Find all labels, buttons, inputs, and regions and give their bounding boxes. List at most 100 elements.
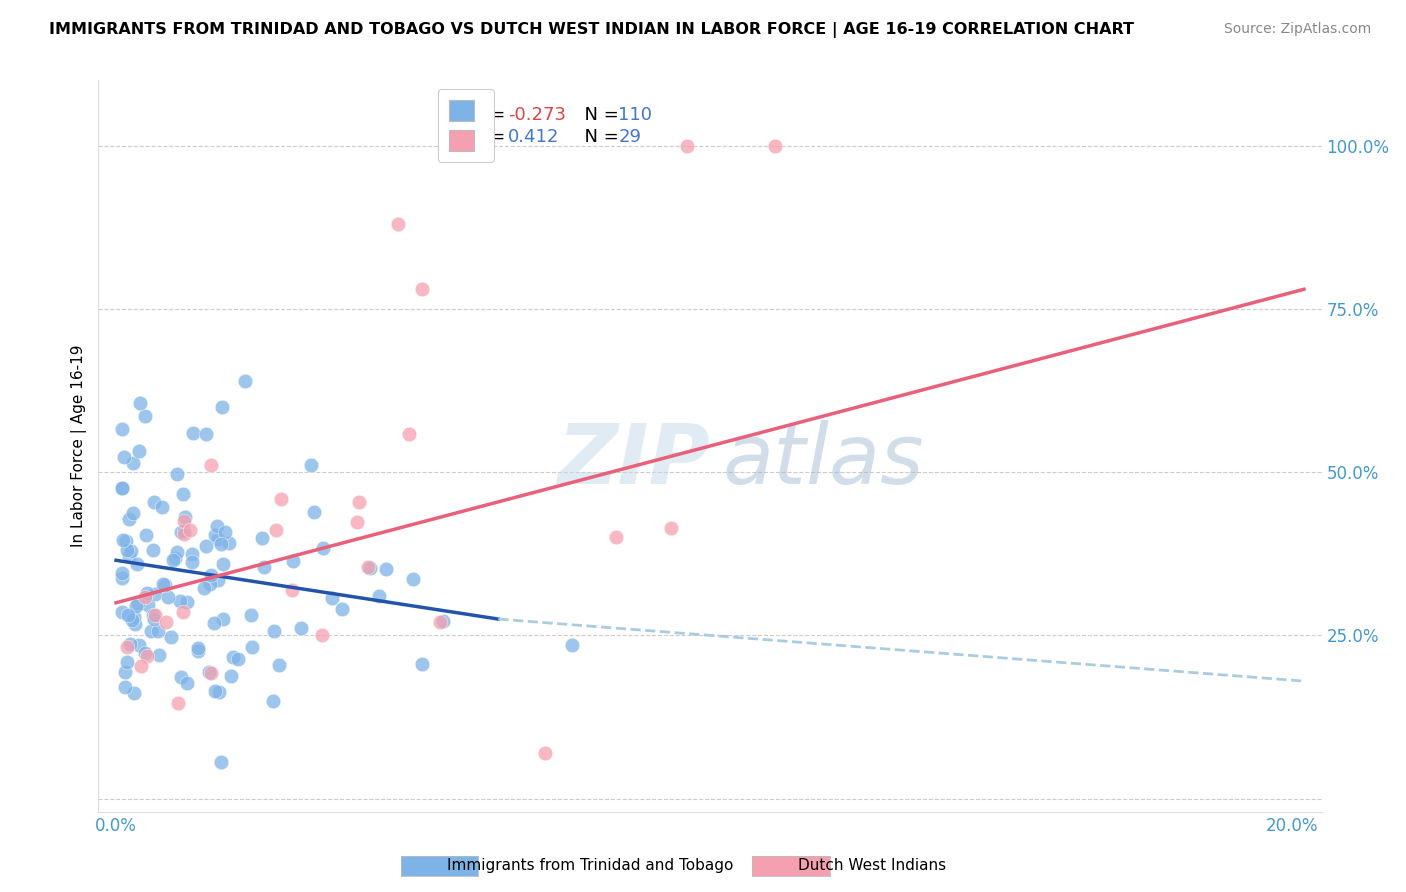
Y-axis label: In Labor Force | Age 16-19: In Labor Force | Age 16-19: [72, 344, 87, 548]
Point: [162, 553, 184, 567]
Text: 29: 29: [619, 128, 641, 145]
Point: [659, 521, 682, 535]
Point: [134, 647, 156, 661]
Point: [115, 640, 138, 655]
Point: [131, 658, 153, 673]
Point: [117, 608, 139, 623]
Point: [214, 525, 236, 540]
Text: 0.412: 0.412: [508, 128, 560, 145]
Text: N =: N =: [574, 106, 624, 124]
Point: [200, 665, 222, 680]
Point: [398, 427, 420, 442]
Point: [346, 515, 368, 529]
Point: [204, 684, 226, 698]
Point: [134, 409, 156, 424]
Point: [166, 467, 188, 482]
Point: [143, 608, 166, 623]
Point: [143, 612, 166, 626]
Point: [207, 573, 229, 587]
Text: Dutch West Indians: Dutch West Indians: [797, 858, 946, 872]
Point: [153, 578, 176, 592]
Point: [165, 550, 187, 565]
Point: [180, 555, 202, 569]
Point: [219, 669, 242, 683]
Point: [262, 694, 284, 708]
Point: [115, 655, 138, 669]
Point: [169, 594, 191, 608]
Point: [114, 533, 136, 548]
Point: [359, 560, 381, 574]
Text: ZIP: ZIP: [557, 420, 710, 501]
Point: [312, 541, 335, 555]
Point: [136, 648, 159, 663]
Point: [148, 648, 170, 662]
Point: [198, 665, 221, 680]
Point: [429, 615, 451, 630]
Point: [194, 539, 217, 553]
Point: [118, 512, 141, 526]
Point: [121, 613, 143, 627]
Point: [139, 624, 162, 639]
Point: [142, 607, 165, 622]
Point: [176, 675, 198, 690]
Point: [330, 601, 353, 615]
Point: [270, 491, 292, 506]
Point: [222, 649, 245, 664]
Point: [226, 652, 249, 666]
Point: [176, 595, 198, 609]
Point: [156, 590, 179, 604]
Text: -0.273: -0.273: [508, 106, 567, 124]
Point: [138, 598, 160, 612]
Point: [136, 586, 159, 600]
Point: [605, 530, 627, 544]
Point: [170, 670, 193, 684]
Point: [290, 621, 312, 635]
Point: [121, 456, 143, 470]
Text: Source: ZipAtlas.com: Source: ZipAtlas.com: [1223, 22, 1371, 37]
Legend: , : ,: [437, 89, 494, 161]
Point: [267, 657, 290, 672]
Point: [173, 524, 195, 538]
Point: [193, 581, 215, 595]
Point: [218, 536, 240, 550]
Point: [125, 599, 148, 613]
Point: [207, 533, 229, 547]
Point: [534, 746, 557, 760]
Point: [129, 396, 152, 410]
Point: [174, 509, 197, 524]
Point: [250, 531, 273, 545]
Text: IMMIGRANTS FROM TRINIDAD AND TOBAGO VS DUTCH WEST INDIAN IN LABOR FORCE | AGE 16: IMMIGRANTS FROM TRINIDAD AND TOBAGO VS D…: [49, 22, 1135, 38]
Point: [411, 282, 433, 296]
Point: [763, 138, 786, 153]
Point: [299, 458, 322, 473]
Point: [112, 533, 135, 548]
Point: [204, 527, 226, 541]
Point: [200, 577, 222, 591]
Point: [122, 686, 145, 700]
Point: [181, 547, 204, 561]
Point: [112, 450, 135, 464]
Point: [125, 557, 148, 571]
Text: Immigrants from Trinidad and Tobago: Immigrants from Trinidad and Tobago: [447, 858, 734, 872]
Text: atlas: atlas: [723, 420, 924, 501]
Point: [194, 427, 217, 442]
Point: [205, 519, 228, 533]
Point: [263, 624, 285, 638]
Point: [207, 685, 229, 699]
Point: [124, 616, 146, 631]
Point: [172, 605, 194, 619]
Point: [411, 657, 433, 671]
Point: [240, 608, 263, 623]
Point: [111, 566, 134, 580]
Point: [127, 596, 149, 610]
Point: [143, 587, 166, 601]
Point: [209, 537, 232, 551]
Point: [209, 756, 232, 770]
Point: [117, 542, 139, 557]
Point: [122, 506, 145, 520]
Point: [166, 545, 188, 559]
Point: [235, 374, 257, 388]
Point: [170, 525, 193, 540]
Point: [124, 610, 146, 624]
Point: [118, 549, 141, 563]
